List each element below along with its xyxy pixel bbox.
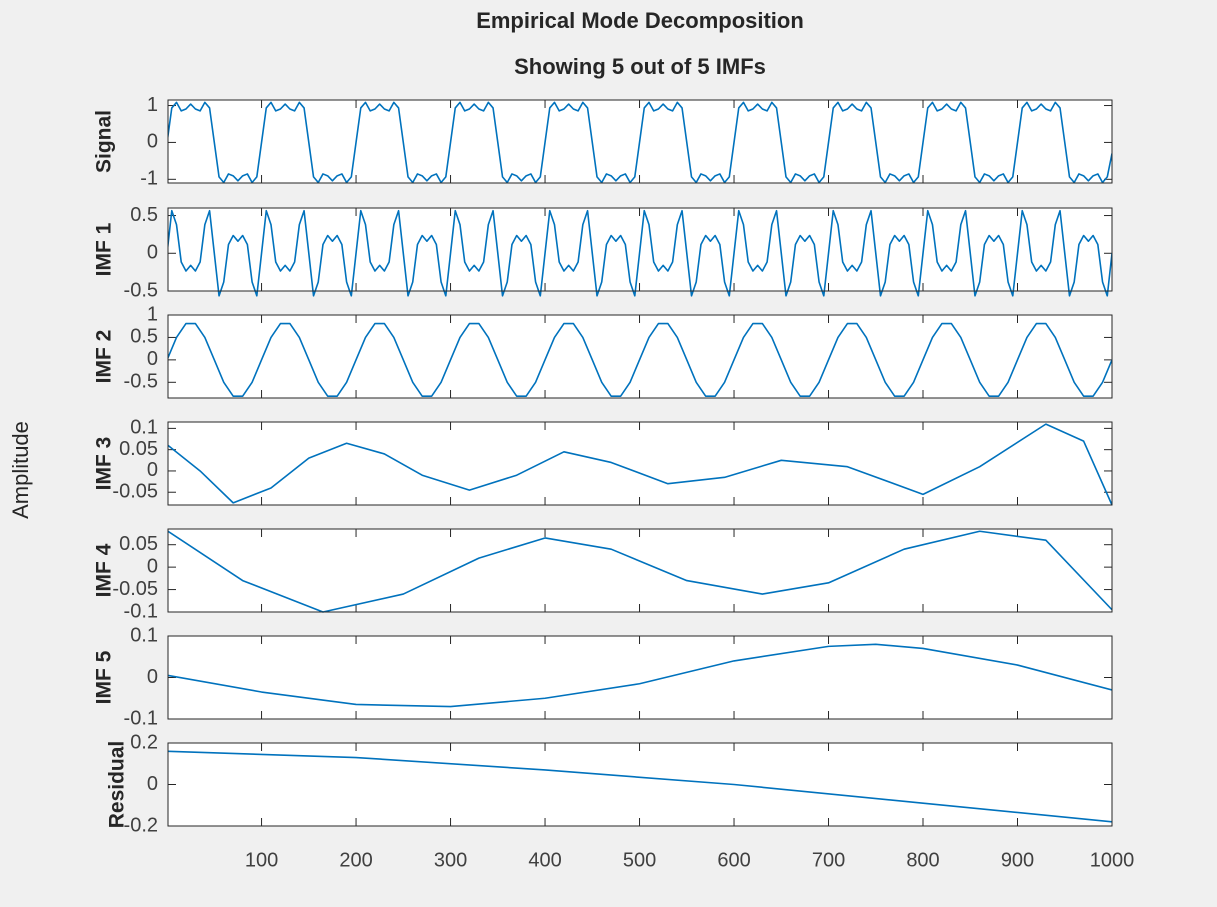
y-tick-label: 0.2 (130, 731, 158, 753)
axes-box (167, 207, 1113, 292)
y-tick-label: 0 (147, 666, 158, 688)
x-tick-label: 300 (434, 849, 467, 871)
series-line (168, 643, 1112, 708)
x-tick-label: 100 (245, 849, 278, 871)
plot-area (168, 422, 1112, 505)
y-tick-label: -0.05 (112, 578, 158, 600)
panel-ylabel: IMF 2 (93, 330, 116, 384)
y-tick-label: 0 (147, 555, 158, 577)
y-tick-label: 0.1 (130, 417, 158, 439)
axes-box (167, 635, 1113, 720)
y-tick-label: 1 (147, 303, 158, 325)
y-tick-label: -1 (140, 168, 158, 190)
y-tick-label: 0.05 (119, 438, 158, 460)
y-tick-label: 1 (147, 94, 158, 116)
y-tick-label: -0.1 (124, 600, 158, 622)
y-tick-label: -0.5 (124, 279, 158, 301)
panel-ylabel: Signal (93, 110, 116, 173)
panel-ylabel: IMF 3 (93, 437, 116, 491)
series-line (168, 101, 1112, 184)
y-tick-label: 0.1 (130, 624, 158, 646)
series-line (168, 322, 1112, 398)
panel-ylabel: IMF 4 (93, 543, 116, 597)
series-line (168, 750, 1112, 823)
x-tick-label: 700 (812, 849, 845, 871)
y-tick-label: -0.1 (124, 707, 158, 729)
y-tick-label: -0.05 (112, 481, 158, 503)
plot-area (168, 636, 1112, 719)
series-line (168, 530, 1112, 613)
axes-box (167, 314, 1113, 399)
series-line (168, 209, 1112, 297)
panel-ylabel: IMF 1 (93, 222, 116, 276)
x-tick-label: 600 (717, 849, 750, 871)
x-tick-label: 800 (906, 849, 939, 871)
y-tick-label: 0 (147, 242, 158, 264)
axes-box (167, 528, 1113, 613)
x-tick-label: 900 (1001, 849, 1034, 871)
y-tick-label: 0.5 (130, 204, 158, 226)
y-tick-label: 0.5 (130, 326, 158, 348)
y-tick-label: 0 (147, 459, 158, 481)
panel-ylabel: IMF 5 (93, 650, 116, 704)
axes-box (167, 742, 1113, 827)
y-axis-label: Amplitude (8, 421, 33, 519)
x-tick-label: 200 (339, 849, 372, 871)
y-tick-label: -0.2 (124, 814, 158, 836)
axes-box (167, 99, 1113, 184)
x-tick-label: 500 (623, 849, 656, 871)
axes-box (167, 421, 1113, 506)
plot-area (168, 529, 1112, 612)
y-tick-label: -0.5 (124, 371, 158, 393)
x-tick-label: 1000 (1090, 849, 1135, 871)
y-tick-label: 0 (147, 131, 158, 153)
x-tick-label: 400 (528, 849, 561, 871)
y-tick-label: 0 (147, 348, 158, 370)
y-tick-label: 0.05 (119, 533, 158, 555)
subtitle: Showing 5 out of 5 IMFs (514, 54, 766, 79)
title: Empirical Mode Decomposition (476, 8, 804, 33)
y-tick-label: 0 (147, 773, 158, 795)
panel-ylabel: Residual (106, 741, 129, 829)
series-line (168, 423, 1112, 506)
plot-area (168, 315, 1112, 398)
